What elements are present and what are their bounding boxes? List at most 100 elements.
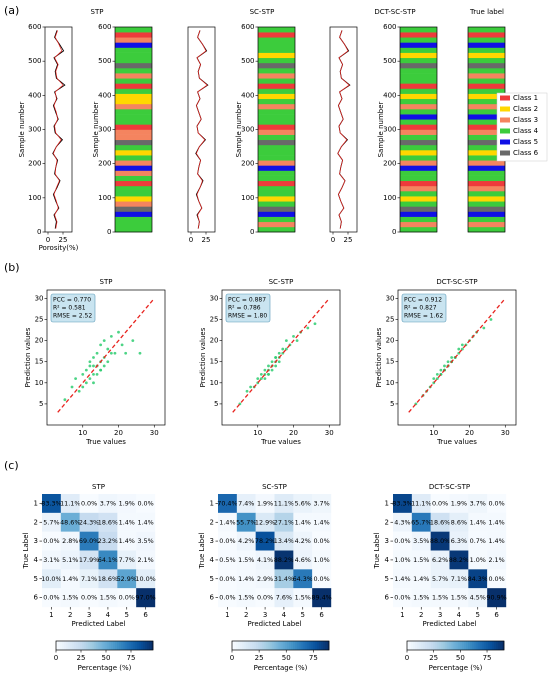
legend-swatch (500, 150, 510, 156)
colorbar-swatch (298, 641, 302, 650)
class-band (400, 144, 437, 151)
class-band (115, 109, 152, 115)
cell-label: 0.0% (81, 499, 97, 507)
cell-label: 78.2% (255, 537, 275, 545)
heatmap-cell (393, 588, 413, 608)
y-tick-label: 30 (35, 294, 44, 302)
class-band (468, 170, 505, 176)
class-band (468, 114, 505, 120)
axes-frame (187, 26, 216, 233)
colorbar-swatch (308, 641, 312, 650)
scatter-point (446, 360, 450, 364)
class-band (400, 83, 437, 89)
y-tick-label: 20 (386, 337, 395, 345)
colorbar-swatch (70, 641, 73, 650)
y-tick-label: 5 (385, 575, 389, 583)
heatmap-cell (79, 512, 99, 532)
stats-box (225, 293, 271, 323)
class-band (115, 180, 152, 187)
heatmap-cell (60, 494, 80, 514)
scatter-point (92, 381, 95, 385)
heatmap-cell (430, 531, 450, 551)
y-tick-label: 600 (28, 23, 41, 31)
y-tick-label: 100 (28, 194, 41, 202)
stats-text: R² = 0.581 (53, 305, 86, 312)
heatmap-cell (312, 569, 332, 589)
colorbar-tick-label: 50 (456, 654, 465, 662)
colorbar-swatch (78, 641, 81, 650)
scatter-point (482, 326, 486, 330)
y-tick-label: 10 (35, 379, 44, 387)
cell-label: 0.0% (488, 575, 504, 583)
colorbar-swatch (423, 641, 426, 650)
x-tick-label: 20 (289, 429, 298, 437)
colorbar-swatch (276, 641, 279, 650)
heatmap-cell (411, 588, 431, 608)
heatmap-cell (487, 569, 507, 589)
heatmap-cell (293, 531, 313, 551)
chart-title: DCT-SC-STP (374, 8, 415, 16)
colorbar-label: Percentage (%) (254, 664, 308, 672)
colorbar-swatch (72, 641, 75, 650)
colorbar-swatch (258, 641, 261, 650)
colorbar-swatch (250, 641, 253, 650)
cell-label: 3.7% (313, 499, 329, 507)
x-tick-label: 4 (282, 611, 287, 619)
y-tick-label: 30 (210, 294, 219, 302)
colorbar-swatch (146, 641, 150, 650)
cell-label: 31.4% (274, 575, 294, 583)
scatter-point (435, 377, 439, 380)
x-tick-label: 10 (429, 429, 438, 437)
heatmap-cell (136, 588, 156, 608)
class-band (468, 37, 505, 43)
panel-label: (a) (4, 4, 19, 17)
scatter-point (245, 389, 249, 393)
heatmap-cell (60, 569, 80, 589)
class-band (258, 139, 295, 146)
heatmap-cell (98, 550, 118, 570)
cell-label: 1.4% (219, 518, 235, 526)
scatter-point (249, 385, 253, 389)
class-band (115, 37, 152, 43)
class-band (115, 139, 152, 146)
cell-label: 1.5% (295, 594, 311, 602)
x-axis-label: Predicted Label (423, 620, 477, 628)
class-band (400, 180, 437, 187)
class-band (468, 83, 505, 89)
x-tick-label: 0 (46, 236, 50, 244)
cell-label: 0.0% (313, 537, 329, 545)
legend-swatch (500, 95, 510, 101)
cell-label: 11.1% (60, 499, 80, 507)
heatmap-cell (218, 494, 238, 514)
colorbar-swatch (68, 641, 71, 650)
class-band (468, 211, 505, 217)
heatmap-cell (255, 512, 275, 532)
colorbar-swatch (282, 641, 285, 650)
class-band (400, 206, 437, 212)
y-tick-label: 15 (210, 358, 219, 366)
x-axis-label: Predicted Label (248, 620, 302, 628)
y-tick-label: 400 (383, 91, 396, 99)
cell-label: 0.0% (219, 537, 235, 545)
reference-line (408, 298, 506, 413)
colorbar-swatch (90, 641, 93, 650)
cell-label: 1.5% (413, 556, 429, 564)
colorbar-swatch (272, 641, 275, 650)
y-tick-label: 500 (28, 57, 41, 65)
heatmap-cell (487, 494, 507, 514)
y-tick-label: 1 (385, 499, 389, 507)
heatmap-cell (293, 550, 313, 570)
cell-label: 1.0% (470, 556, 486, 564)
colorbar-swatch (100, 641, 103, 650)
scatter-point (259, 372, 263, 376)
y-tick-label: 100 (383, 194, 396, 202)
scatter-point (81, 372, 85, 376)
chart-title: STP (92, 483, 105, 491)
colorbar-swatch (497, 641, 501, 650)
heatmap-cell (411, 494, 431, 514)
class-band (468, 47, 505, 53)
class-band (258, 134, 295, 141)
y-axis-label: True Label (373, 532, 381, 569)
class-band (468, 93, 505, 100)
heatmap-cell (117, 588, 137, 608)
